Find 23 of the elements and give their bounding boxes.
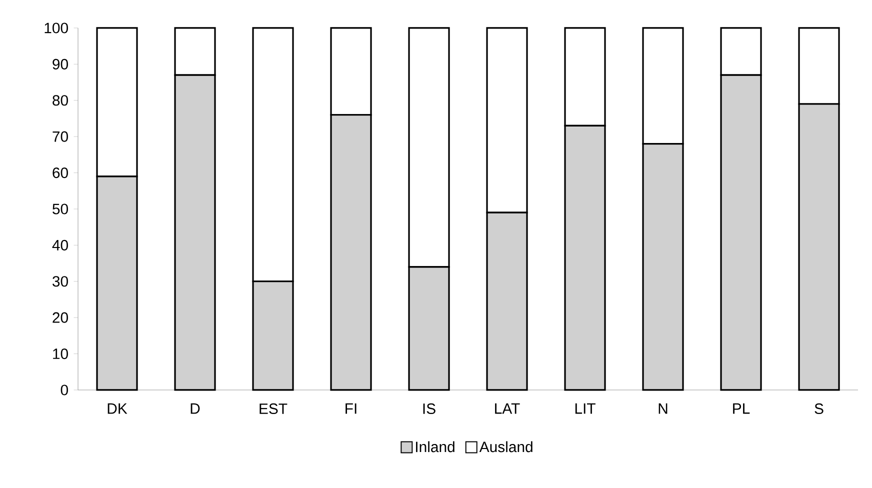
y-tick-label: 100 bbox=[44, 22, 68, 34]
x-tick-label: IS bbox=[423, 403, 436, 414]
y-tick-label: 80 bbox=[52, 95, 68, 106]
x-tick-label: LAT bbox=[495, 403, 520, 414]
y-tick-label: 70 bbox=[52, 131, 68, 142]
x-tick-label: S bbox=[814, 403, 824, 414]
legend-label: Inland bbox=[416, 441, 454, 452]
y-tick-label: 10 bbox=[53, 348, 68, 360]
x-tick-label: N bbox=[658, 403, 668, 414]
y-tick-label: 50 bbox=[52, 204, 68, 214]
y-tick-label: 20 bbox=[52, 312, 68, 323]
y-tick-label: 40 bbox=[52, 240, 68, 250]
y-tick-label: 60 bbox=[52, 167, 68, 178]
x-tick-label: PL bbox=[733, 403, 750, 414]
y-tick-label: 30 bbox=[52, 276, 68, 287]
x-tick-label: LIT bbox=[575, 403, 596, 414]
x-tick-label: EST bbox=[260, 403, 288, 414]
x-tick-label: DK bbox=[108, 403, 128, 414]
y-tick-label: 0 bbox=[60, 384, 68, 396]
x-tick-label: D bbox=[190, 403, 200, 414]
x-tick-label: FI bbox=[346, 403, 356, 414]
y-tick-label: 90 bbox=[52, 58, 68, 70]
legend-label: Ausland bbox=[479, 441, 532, 452]
